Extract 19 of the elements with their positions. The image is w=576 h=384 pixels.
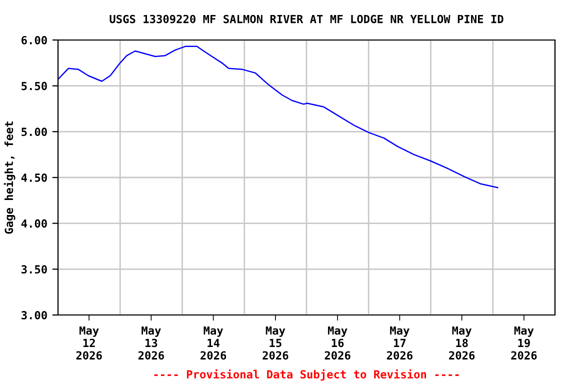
x-tick-label: May 16 2026 [324,326,350,360]
y-tick-label: 5.50 [22,82,47,90]
x-tick-label: May 13 2026 [138,326,164,360]
x-tick-label: May 17 2026 [386,326,412,360]
y-tick-label: 6.00 [22,36,47,44]
x-tick-label: May 14 2026 [200,326,226,360]
x-tick-label: May 19 2026 [511,326,537,360]
y-tick-label: 3.00 [22,310,47,320]
y-tick-label: 4.50 [21,173,47,182]
x-tick-label: May 15 2026 [262,326,288,360]
y-tick-label: 4.00 [21,219,47,228]
y-tick-label: 5.00 [22,128,47,136]
x-tick-label: May 18 2026 [449,326,475,360]
line-series [58,46,498,188]
chart-title: USGS 13309220 MF SALMON RIVER AT MF LODGE NR YELLOW PINE ID [110,14,504,24]
text: ---- Provisional Data Subject to Revision ---- [154,369,459,381]
x-tick-label: May 12 2026 [76,326,102,360]
y-tick-label: 3.50 [22,265,47,274]
y-axis-title: Gage height, feet [4,122,16,234]
